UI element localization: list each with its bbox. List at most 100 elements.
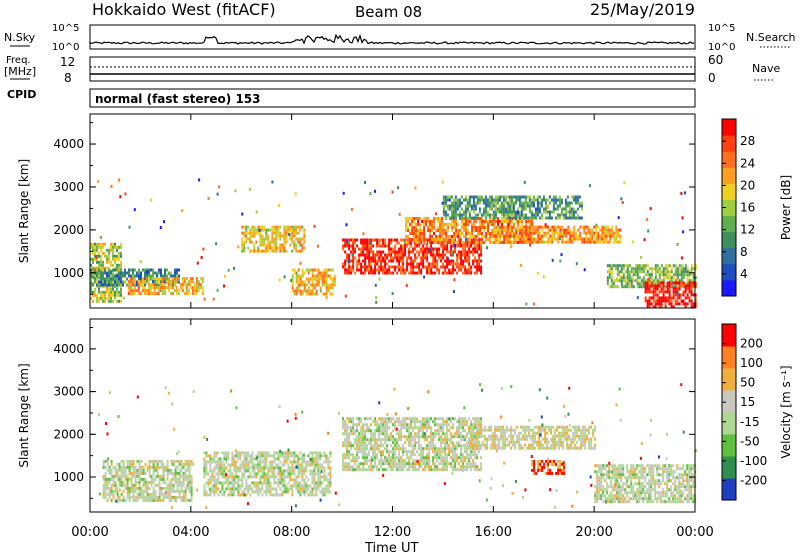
power-cell — [438, 256, 441, 260]
power-cell — [317, 277, 320, 281]
power-cell — [402, 259, 405, 263]
velocity-cell — [398, 432, 401, 436]
velocity-cell — [146, 480, 149, 484]
power-cell — [388, 244, 391, 248]
power-cell — [664, 270, 667, 274]
velocity-cell — [134, 474, 137, 478]
power-cell — [346, 241, 349, 245]
velocity-cell — [317, 472, 320, 476]
power-cell — [120, 280, 122, 284]
power-cell — [513, 234, 516, 238]
power-cell — [458, 244, 461, 248]
power-cell — [636, 273, 639, 277]
power-cell — [468, 210, 471, 214]
power-cell — [611, 228, 614, 232]
velocity-cell — [368, 429, 371, 433]
power-cell — [478, 265, 481, 269]
power-cell — [618, 279, 621, 283]
power-cell — [422, 265, 425, 269]
power-cell — [396, 271, 399, 275]
power-cell — [694, 276, 697, 280]
power-cell — [501, 217, 504, 220]
power-cell — [556, 207, 559, 211]
power-cell — [433, 226, 436, 229]
power-cell — [502, 201, 505, 205]
velocity-cell — [348, 462, 351, 466]
power-cell — [672, 285, 675, 289]
power-cell — [612, 285, 615, 289]
power-cell — [285, 237, 288, 241]
velocity-cell — [329, 454, 332, 458]
power-cell — [561, 234, 564, 238]
power-noise — [347, 241, 350, 245]
velocity-cell — [257, 472, 260, 476]
velocity-cell — [303, 472, 306, 476]
power-cell — [406, 268, 409, 272]
velocity-cell — [390, 420, 393, 424]
power-cell — [329, 283, 332, 287]
power-cell — [617, 228, 620, 232]
velocity-cell — [162, 486, 165, 490]
power-cell — [453, 238, 456, 241]
power-cell — [350, 271, 353, 275]
power-cell — [580, 216, 583, 220]
power-cell — [477, 232, 480, 235]
velocity-cell — [257, 463, 260, 467]
power-cell — [374, 259, 377, 263]
power-cell — [458, 250, 461, 254]
power-cell — [542, 207, 545, 211]
power-cell — [560, 198, 563, 202]
power-cell — [104, 268, 106, 272]
power-cell — [563, 231, 566, 235]
power-cell — [386, 244, 389, 248]
velocity-cell — [406, 450, 409, 454]
velocity-cell — [348, 432, 351, 436]
power-cell — [321, 292, 324, 296]
velocity-cell — [380, 438, 383, 442]
power-cell — [291, 228, 294, 232]
velocity-cell — [221, 460, 224, 464]
velocity-cell — [402, 420, 405, 424]
power-cell — [137, 292, 140, 296]
velocity-cell — [172, 495, 175, 499]
power-cell — [257, 246, 260, 250]
power-cell — [456, 262, 459, 266]
power-cell — [447, 223, 450, 226]
velocity-cell — [394, 438, 397, 442]
velocity-cell — [388, 426, 391, 430]
velocity-cell — [241, 484, 244, 488]
power-cell — [468, 198, 471, 202]
velocity-cell — [186, 483, 189, 487]
velocity-cell — [362, 456, 365, 460]
velocity-cell — [154, 477, 157, 481]
velocity-cell — [102, 465, 105, 469]
power-cell — [472, 262, 475, 266]
power-cell — [453, 220, 456, 223]
power-cell — [456, 213, 459, 217]
velocity-cell — [384, 447, 387, 451]
velocity-cell — [386, 462, 389, 466]
power-cell — [157, 286, 160, 290]
power-cell — [277, 225, 280, 229]
power-noise — [615, 277, 618, 281]
velocity-cell — [394, 465, 397, 469]
power-cell — [152, 280, 154, 284]
power-noise — [646, 217, 649, 221]
power-cell — [560, 201, 563, 205]
power-cell — [420, 256, 423, 260]
power-cell — [533, 225, 536, 229]
power-cell — [411, 217, 414, 220]
power-cell — [333, 277, 336, 281]
power-cell — [610, 270, 613, 274]
power-cell — [684, 287, 687, 291]
power-cell — [571, 237, 574, 241]
velocity-cell — [209, 460, 212, 464]
velocity-cell — [323, 454, 326, 458]
power-cell — [465, 232, 468, 235]
velocity-cell — [245, 466, 248, 470]
velocity-cell — [394, 453, 397, 457]
power-cell — [428, 250, 431, 254]
velocity-cell — [174, 459, 177, 463]
power-cell — [368, 271, 371, 275]
velocity-cell — [291, 478, 294, 482]
